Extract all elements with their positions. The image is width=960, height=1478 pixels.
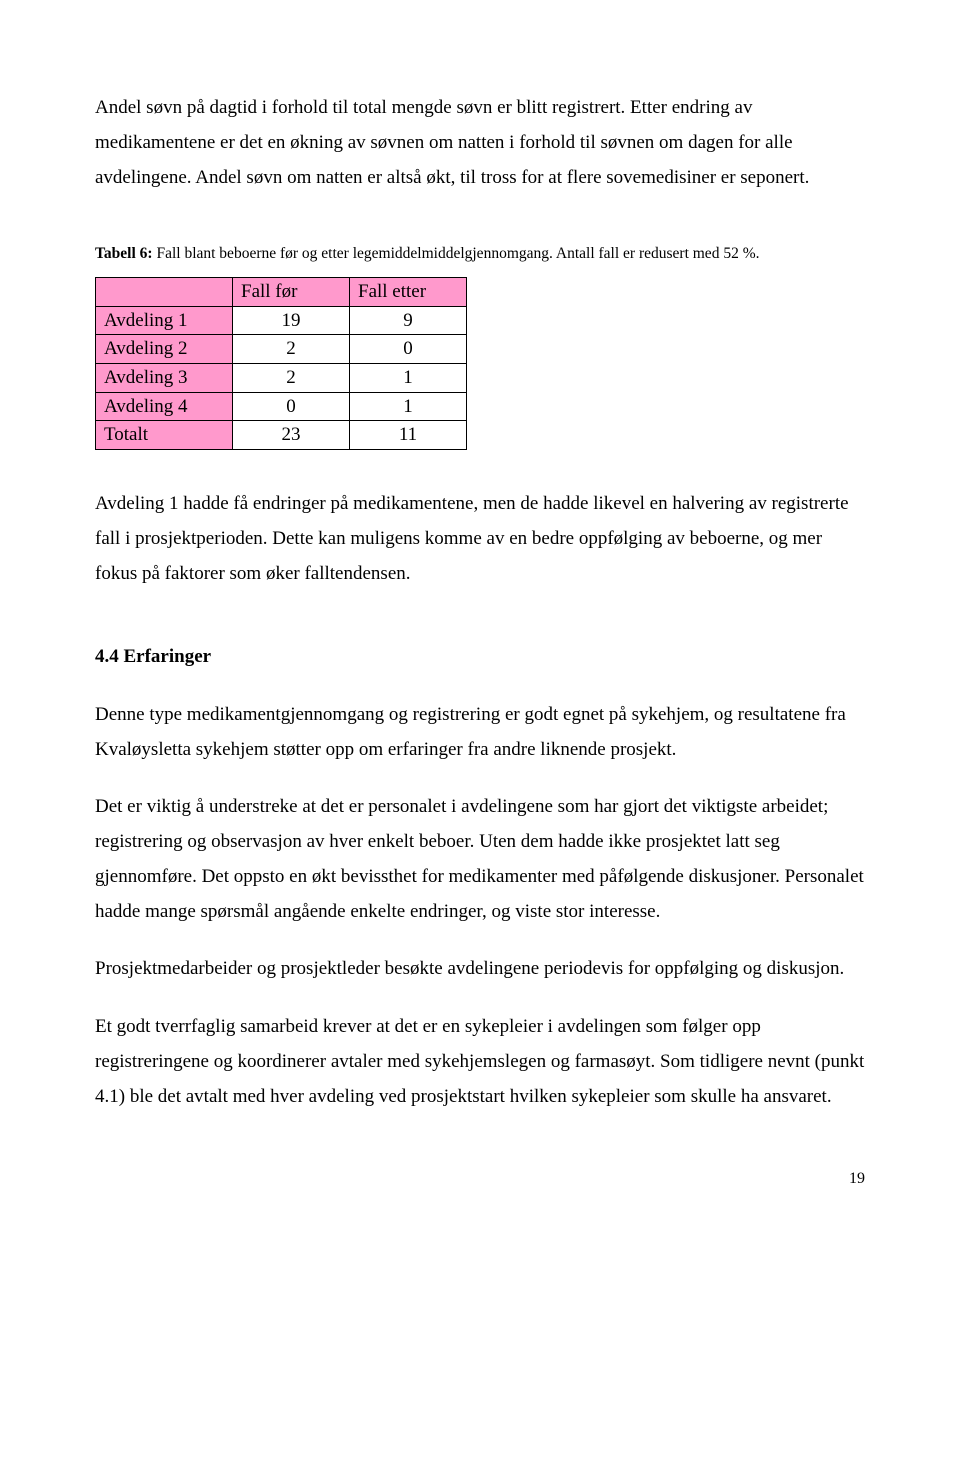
table-row: Avdeling 3 2 1 [96, 364, 467, 393]
table-cell: Avdeling 2 [96, 335, 233, 364]
table-row: Avdeling 1 19 9 [96, 306, 467, 335]
table-header-cell: Fall før [233, 278, 350, 307]
table-cell: Avdeling 3 [96, 364, 233, 393]
table-cell: 23 [233, 421, 350, 450]
table-cell: Avdeling 1 [96, 306, 233, 335]
fall-table: Fall før Fall etter Avdeling 1 19 9 Avde… [95, 277, 467, 450]
table-header-cell: Fall etter [350, 278, 467, 307]
table-cell: 1 [350, 364, 467, 393]
table-caption: Tabell 6: Fall blant beboerne før og ett… [95, 243, 865, 265]
table-row: Avdeling 4 0 1 [96, 392, 467, 421]
table-cell: 19 [233, 306, 350, 335]
table-cell: 0 [350, 335, 467, 364]
table-caption-text: Fall blant beboerne før og etter legemid… [153, 245, 760, 262]
paragraph-experience-2: Det er viktig å understreke at det er pe… [95, 789, 865, 930]
paragraph-intro: Andel søvn på dagtid i forhold til total… [95, 90, 865, 195]
table-caption-label: Tabell 6: [95, 245, 153, 262]
table-cell: 11 [350, 421, 467, 450]
table-row: Totalt 23 11 [96, 421, 467, 450]
table-cell: Totalt [96, 421, 233, 450]
section-heading: 4.4 Erfaringer [95, 639, 865, 674]
paragraph-results: Avdeling 1 hadde få endringer på medikam… [95, 486, 865, 591]
table-cell: 1 [350, 392, 467, 421]
paragraph-experience-3: Prosjektmedarbeider og prosjektleder bes… [95, 951, 865, 986]
table-header-cell [96, 278, 233, 307]
table-cell: 2 [233, 335, 350, 364]
table-cell: 9 [350, 306, 467, 335]
table-cell: Avdeling 4 [96, 392, 233, 421]
paragraph-experience-4: Et godt tverrfaglig samarbeid krever at … [95, 1009, 865, 1114]
paragraph-experience-1: Denne type medikamentgjennomgang og regi… [95, 697, 865, 767]
table-header-row: Fall før Fall etter [96, 278, 467, 307]
table-cell: 2 [233, 364, 350, 393]
table-cell: 0 [233, 392, 350, 421]
table-row: Avdeling 2 2 0 [96, 335, 467, 364]
page-number: 19 [95, 1164, 865, 1194]
